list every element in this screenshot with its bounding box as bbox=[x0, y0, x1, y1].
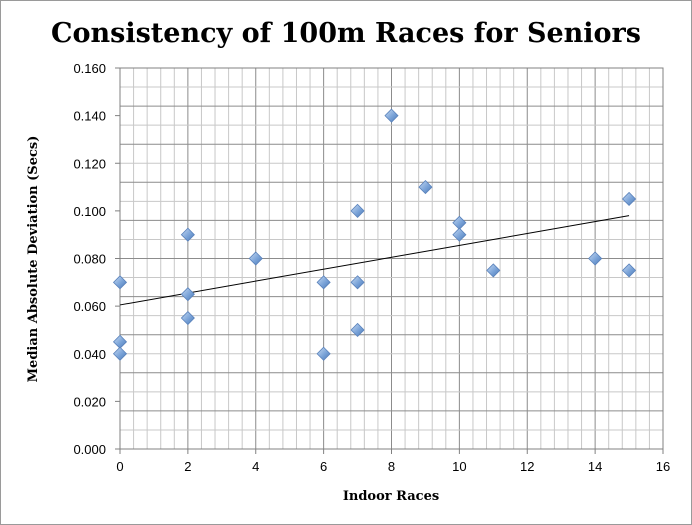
data-point bbox=[384, 108, 399, 123]
trendline-group bbox=[119, 215, 630, 306]
y-tick-label: 0.140 bbox=[73, 109, 106, 124]
data-point bbox=[486, 263, 501, 278]
axes bbox=[115, 67, 664, 454]
data-points bbox=[112, 108, 637, 361]
data-point bbox=[350, 203, 365, 218]
data-point bbox=[588, 251, 603, 266]
x-tick-label: 12 bbox=[520, 459, 534, 474]
y-tick-label: 0.020 bbox=[73, 394, 106, 409]
y-axis-label: Median Absolute Deviation (Secs) bbox=[26, 136, 41, 383]
chart-title: Consistency of 100m Races for Seniors bbox=[51, 18, 641, 49]
x-tick-label: 6 bbox=[320, 459, 327, 474]
data-point bbox=[452, 215, 467, 230]
x-tick-label: 10 bbox=[452, 459, 466, 474]
data-point bbox=[180, 287, 195, 302]
x-tick-label: 8 bbox=[388, 459, 395, 474]
trendline bbox=[119, 215, 630, 306]
data-point bbox=[452, 227, 467, 242]
y-tick-label: 0.120 bbox=[73, 156, 106, 171]
data-point bbox=[316, 275, 331, 290]
y-tick-label: 0.000 bbox=[73, 442, 106, 457]
x-tick-label: 2 bbox=[184, 459, 191, 474]
data-point bbox=[180, 227, 195, 242]
data-point bbox=[112, 275, 128, 290]
y-tick-labels: 0.000 0.020 0.040 0.060 0.080 0.100 0.120 0.140… bbox=[73, 61, 106, 457]
grid bbox=[119, 67, 664, 450]
x-tick-labels: 0 2 4 6 8 10 12 14 16 bbox=[116, 459, 670, 474]
x-tick-label: 16 bbox=[656, 459, 670, 474]
data-point bbox=[316, 346, 331, 361]
data-point bbox=[112, 334, 128, 349]
x-tick-label: 4 bbox=[252, 459, 259, 474]
y-tick-label: 0.160 bbox=[73, 61, 106, 76]
data-point bbox=[248, 251, 263, 266]
data-point bbox=[350, 322, 365, 338]
x-tick-label: 0 bbox=[116, 459, 123, 474]
x-axis-label: Indoor Races bbox=[343, 489, 439, 504]
y-tick-label: 0.040 bbox=[73, 347, 106, 362]
y-tick-label: 0.060 bbox=[73, 299, 106, 314]
x-tick-label: 14 bbox=[588, 459, 602, 474]
data-point bbox=[112, 346, 128, 361]
data-point bbox=[621, 263, 637, 278]
y-tick-label: 0.100 bbox=[73, 204, 106, 219]
y-tick-label: 0.080 bbox=[73, 252, 106, 267]
data-point bbox=[418, 179, 433, 195]
data-point bbox=[180, 310, 195, 326]
data-point bbox=[621, 191, 637, 207]
data-point bbox=[350, 275, 365, 290]
